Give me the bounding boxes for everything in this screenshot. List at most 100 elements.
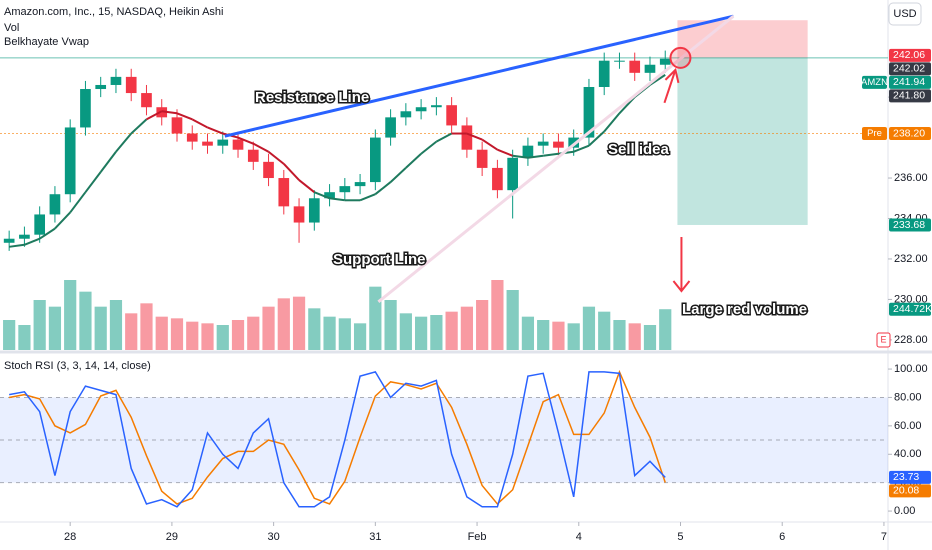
volume-bar [247,316,260,350]
vwap-segment [405,153,422,169]
candle-body [446,105,457,126]
vwap-segment [497,148,514,157]
candle-body [659,58,671,65]
vwap-segment [99,151,117,173]
vwap-segment [389,167,407,183]
vwap-segment [512,154,529,159]
vwap-segment [130,118,148,135]
candle-body [339,186,351,193]
event-badge[interactable]: E [880,334,886,344]
volume-bar [567,323,580,350]
rsi-tick-label: 60.00 [894,420,922,432]
vwap-segment [618,96,636,114]
candle-body [186,133,198,142]
volume-bar [231,320,245,350]
candle-body [644,64,656,73]
candle-body [141,93,152,108]
volume-title: Vol [4,22,19,34]
volume-bar [598,311,611,350]
candle-body [247,149,259,162]
volume-bar [537,320,550,350]
volume-arrow-head [672,280,691,293]
series-tag-box [862,127,887,141]
volume-bar [582,306,596,350]
volume-bar [613,320,626,350]
rsi-k-line [9,371,666,508]
candle-body [19,234,30,239]
rsi-d-line [9,369,666,506]
price-tag-box [889,75,931,89]
price-tag: 241.94 [893,76,925,88]
x-tick-label: 29 [166,531,178,543]
volume-bar [628,323,641,350]
volume-bar [491,280,504,350]
resistance-line [224,14,734,138]
sell-arrow-head [664,67,680,84]
vwap-segment [252,142,270,153]
vwap-segment [359,193,376,202]
rsi-tick-label: 0.00 [894,505,915,517]
y-tick-label: 236.00 [894,172,928,184]
x-tick-label: 5 [677,531,683,543]
vwap-segment [603,112,621,133]
candle-body [125,76,137,94]
candle-body [614,60,625,62]
x-tick-label: 28 [64,531,76,543]
volume-bar [125,313,138,350]
vwap-segment [176,112,193,121]
stop-zone [677,20,808,58]
volume-bar [18,325,31,350]
currency-button[interactable] [888,2,922,26]
vwap-segment [161,110,178,115]
sell-marker [669,46,692,69]
vwap-segment [543,152,559,157]
x-tick-label: Feb [468,531,487,543]
volume-bar [64,280,77,350]
candle-body [171,117,183,134]
price-tag: 242.06 [893,49,925,61]
vwap-segment [481,138,498,151]
x-tick-label: 7 [881,531,887,543]
candle-body [537,141,549,146]
candle-body [385,117,396,138]
vwap-segment [146,110,163,121]
rsi-d-tag-box [889,484,931,498]
vwap-segment [207,126,224,135]
vwap-segment [84,171,102,193]
candle-body [64,127,76,195]
volume-bar [33,300,46,350]
vwap-segment [313,191,330,200]
candle-body [324,192,335,199]
candle-body [431,105,442,108]
candle-body [507,157,518,191]
candle-body [354,182,366,187]
event-badge-box[interactable] [876,332,891,348]
volume-bar [155,316,168,350]
candle-body [49,194,61,215]
candle-body [95,84,107,90]
candle-body [110,76,122,85]
volume-bar [186,321,199,350]
volume-bar [445,311,458,350]
volume-bar [460,306,473,350]
vwap-segment [298,179,315,193]
vwap-segment [374,181,392,196]
currency[interactable]: USD [893,8,916,20]
y-tick-label: 232.00 [894,253,928,265]
vwap-segment [420,140,437,155]
volume-bar [216,325,229,350]
candle-body [522,145,534,158]
series-tag: Pre [867,128,882,139]
volume-bar [476,300,489,350]
volume-tag-box [889,302,931,316]
volume-bar [399,313,412,350]
price-tag: 242.02 [893,63,925,75]
price-tag-box [889,127,931,141]
rsi-d-tag: 20.08 [893,485,919,497]
y-tick-label: 230.00 [894,293,928,305]
vwap-segment [54,211,71,230]
x-tick-label: 6 [779,531,785,543]
vwap-segment [573,144,590,153]
volume-bar [79,291,92,350]
vwap-segment [588,130,605,147]
